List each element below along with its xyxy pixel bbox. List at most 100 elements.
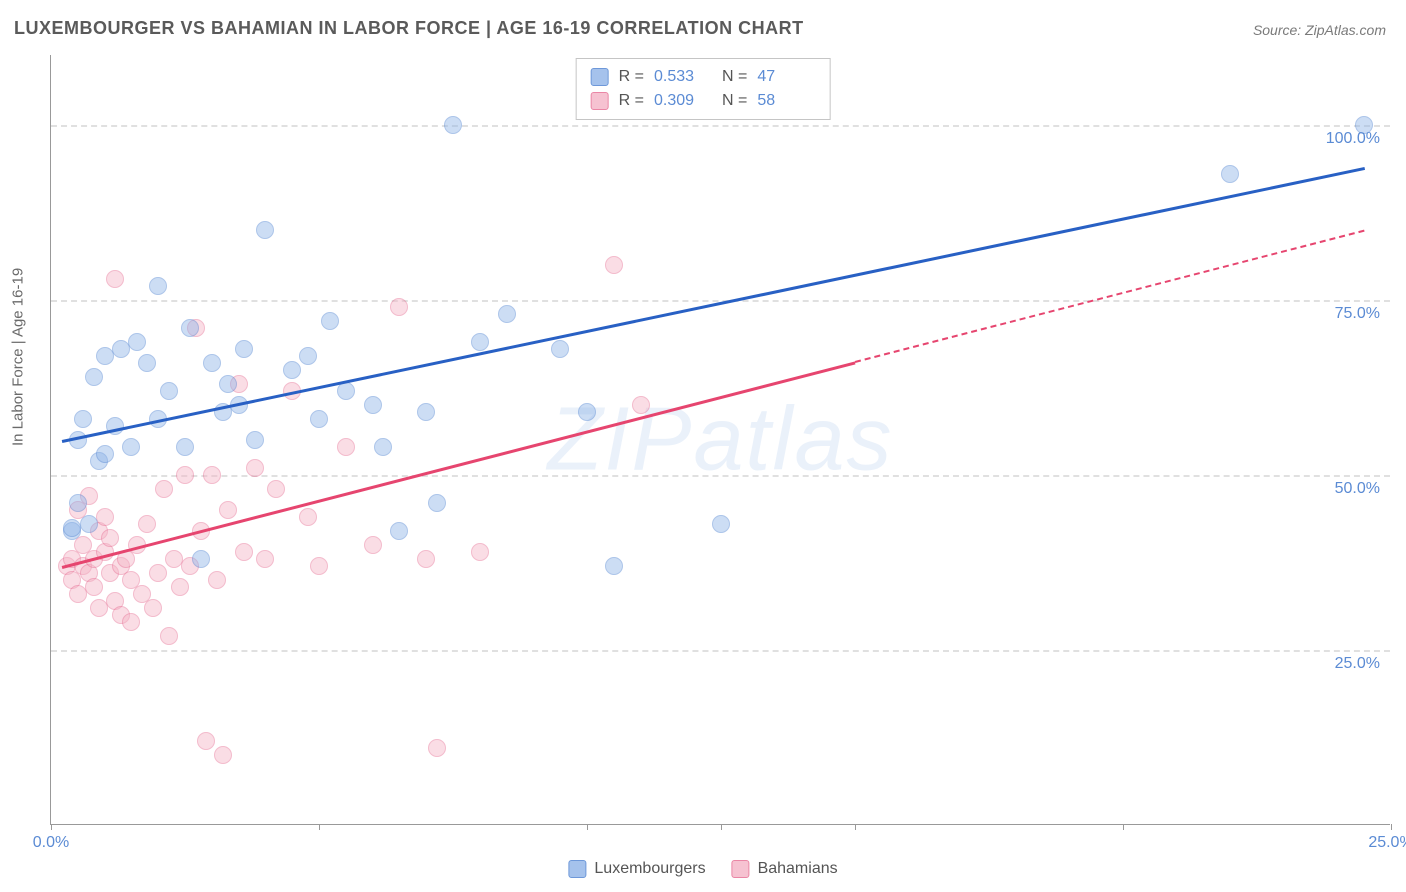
r-value-lux: 0.533 xyxy=(654,65,712,89)
trend-line xyxy=(61,361,855,568)
legend-item-lux: Luxembourgers xyxy=(568,860,705,878)
source-label: Source: ZipAtlas.com xyxy=(1253,22,1386,38)
data-point-bah xyxy=(310,557,328,575)
data-point-bah xyxy=(267,480,285,498)
xtick-mark xyxy=(1123,824,1124,830)
n-label: N = xyxy=(722,89,747,113)
data-point-lux xyxy=(138,354,156,372)
data-point-bah xyxy=(256,550,274,568)
ytick-label: 75.0% xyxy=(1335,305,1380,323)
data-point-bah xyxy=(364,536,382,554)
chart-title: LUXEMBOURGER VS BAHAMIAN IN LABOR FORCE … xyxy=(14,18,804,39)
data-point-lux xyxy=(299,347,317,365)
data-point-bah xyxy=(605,256,623,274)
data-point-lux xyxy=(69,494,87,512)
trend-line xyxy=(855,230,1365,363)
ytick-label: 50.0% xyxy=(1335,480,1380,498)
data-point-bah xyxy=(101,529,119,547)
r-value-bah: 0.309 xyxy=(654,89,712,113)
n-label: N = xyxy=(722,65,747,89)
legend-label-bah: Bahamians xyxy=(758,860,838,878)
data-point-lux xyxy=(578,403,596,421)
data-point-bah xyxy=(85,578,103,596)
data-point-bah xyxy=(122,613,140,631)
data-point-lux xyxy=(74,410,92,428)
stats-row-bah: R = 0.309 N = 58 xyxy=(591,89,816,113)
legend-label-lux: Luxembourgers xyxy=(594,860,705,878)
data-point-lux xyxy=(80,515,98,533)
xtick-label: 25.0% xyxy=(1368,834,1406,852)
data-point-lux xyxy=(417,403,435,421)
data-point-lux xyxy=(160,382,178,400)
data-point-lux xyxy=(310,410,328,428)
r-label: R = xyxy=(619,65,644,89)
legend-item-bah: Bahamians xyxy=(732,860,838,878)
swatch-bah-icon xyxy=(732,860,750,878)
r-label: R = xyxy=(619,89,644,113)
n-value-bah: 58 xyxy=(757,89,815,113)
data-point-lux xyxy=(96,445,114,463)
swatch-bah-icon xyxy=(591,92,609,110)
data-point-lux xyxy=(235,340,253,358)
stats-row-lux: R = 0.533 N = 47 xyxy=(591,65,816,89)
data-point-lux xyxy=(337,382,355,400)
data-point-bah xyxy=(155,480,173,498)
data-point-lux xyxy=(712,515,730,533)
swatch-lux-icon xyxy=(568,860,586,878)
data-point-lux xyxy=(321,312,339,330)
data-point-bah xyxy=(138,515,156,533)
data-point-lux xyxy=(256,221,274,239)
data-point-bah xyxy=(160,627,178,645)
data-point-bah xyxy=(246,459,264,477)
data-point-lux xyxy=(203,354,221,372)
data-point-bah xyxy=(337,438,355,456)
xtick-mark xyxy=(587,824,588,830)
data-point-bah xyxy=(197,732,215,750)
gridline xyxy=(51,125,1390,127)
data-point-bah xyxy=(428,739,446,757)
data-point-bah xyxy=(106,270,124,288)
n-value-lux: 47 xyxy=(757,65,815,89)
data-point-lux xyxy=(219,375,237,393)
data-point-lux xyxy=(551,340,569,358)
xtick-label: 0.0% xyxy=(33,834,69,852)
data-point-bah xyxy=(299,508,317,526)
data-point-bah xyxy=(176,466,194,484)
xtick-mark xyxy=(319,824,320,830)
ytick-label: 100.0% xyxy=(1326,130,1380,148)
data-point-bah xyxy=(235,543,253,561)
data-point-lux xyxy=(428,494,446,512)
data-point-lux xyxy=(374,438,392,456)
stats-legend: R = 0.533 N = 47 R = 0.309 N = 58 xyxy=(576,58,831,120)
data-point-bah xyxy=(144,599,162,617)
data-point-lux xyxy=(85,368,103,386)
data-point-lux xyxy=(181,319,199,337)
data-point-lux xyxy=(364,396,382,414)
data-point-bah xyxy=(96,508,114,526)
xtick-mark xyxy=(1391,824,1392,830)
data-point-lux xyxy=(128,333,146,351)
plot-area: ZIPatlas 25.0%50.0%75.0%100.0%0.0%25.0% xyxy=(50,55,1390,825)
data-point-lux xyxy=(283,361,301,379)
data-point-lux xyxy=(498,305,516,323)
trend-line xyxy=(61,167,1364,442)
data-point-bah xyxy=(471,543,489,561)
data-point-bah xyxy=(208,571,226,589)
ytick-label: 25.0% xyxy=(1335,655,1380,673)
y-axis-label: In Labor Force | Age 16-19 xyxy=(10,268,27,446)
data-point-lux xyxy=(390,522,408,540)
data-point-lux xyxy=(192,550,210,568)
xtick-mark xyxy=(721,824,722,830)
series-legend: Luxembourgers Bahamians xyxy=(568,860,837,878)
data-point-lux xyxy=(1221,165,1239,183)
data-point-lux xyxy=(246,431,264,449)
data-point-lux xyxy=(471,333,489,351)
data-point-bah xyxy=(149,564,167,582)
xtick-mark xyxy=(51,824,52,830)
xtick-mark xyxy=(855,824,856,830)
data-point-bah xyxy=(219,501,237,519)
gridline xyxy=(51,650,1390,652)
correlation-chart: LUXEMBOURGER VS BAHAMIAN IN LABOR FORCE … xyxy=(0,0,1406,892)
data-point-bah xyxy=(632,396,650,414)
data-point-lux xyxy=(605,557,623,575)
